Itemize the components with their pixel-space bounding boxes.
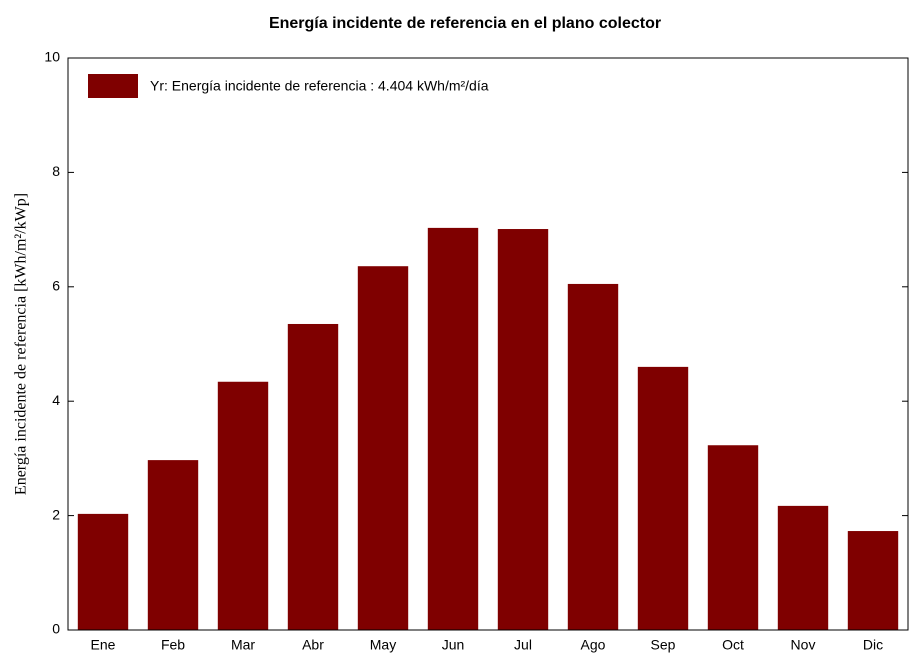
- bar: [497, 229, 549, 630]
- legend-swatch: [88, 74, 138, 98]
- bar: [217, 381, 269, 630]
- bar: [707, 445, 759, 630]
- bar: [357, 266, 409, 630]
- y-tick-label: 6: [52, 278, 60, 294]
- bar: [77, 513, 129, 630]
- x-tick-label: Dic: [863, 637, 883, 653]
- bar: [147, 460, 199, 630]
- x-tick-label: Nov: [791, 637, 816, 653]
- x-tick-label: Abr: [302, 637, 324, 653]
- x-tick-label: Ene: [91, 637, 116, 653]
- chart-title: Energía incidente de referencia en el pl…: [269, 15, 661, 32]
- y-axis-label: Energía incidente de referencia [kWh/m²/…: [13, 193, 30, 495]
- bar: [427, 227, 479, 630]
- x-tick-label: Ago: [581, 637, 606, 653]
- x-tick-label: Sep: [651, 637, 676, 653]
- bar: [777, 505, 829, 630]
- x-tick-label: Jul: [514, 637, 532, 653]
- bar: [637, 366, 689, 630]
- x-tick-label: Oct: [722, 637, 744, 653]
- x-tick-label: Feb: [161, 637, 185, 653]
- bar: [847, 531, 899, 630]
- y-tick-label: 10: [44, 49, 60, 65]
- legend-label: Yr: Energía incidente de referencia : 4.…: [150, 78, 489, 94]
- bar: [567, 283, 619, 630]
- x-tick-label: Mar: [231, 637, 255, 653]
- plot-frame: [67, 57, 909, 631]
- y-tick-label: 0: [52, 621, 60, 637]
- y-tick-label: 4: [52, 392, 60, 408]
- bar: [287, 323, 339, 630]
- x-tick-label: May: [370, 637, 396, 653]
- x-tick-label: Jun: [442, 637, 465, 653]
- y-tick-label: 8: [52, 163, 60, 179]
- y-tick-label: 2: [52, 506, 60, 522]
